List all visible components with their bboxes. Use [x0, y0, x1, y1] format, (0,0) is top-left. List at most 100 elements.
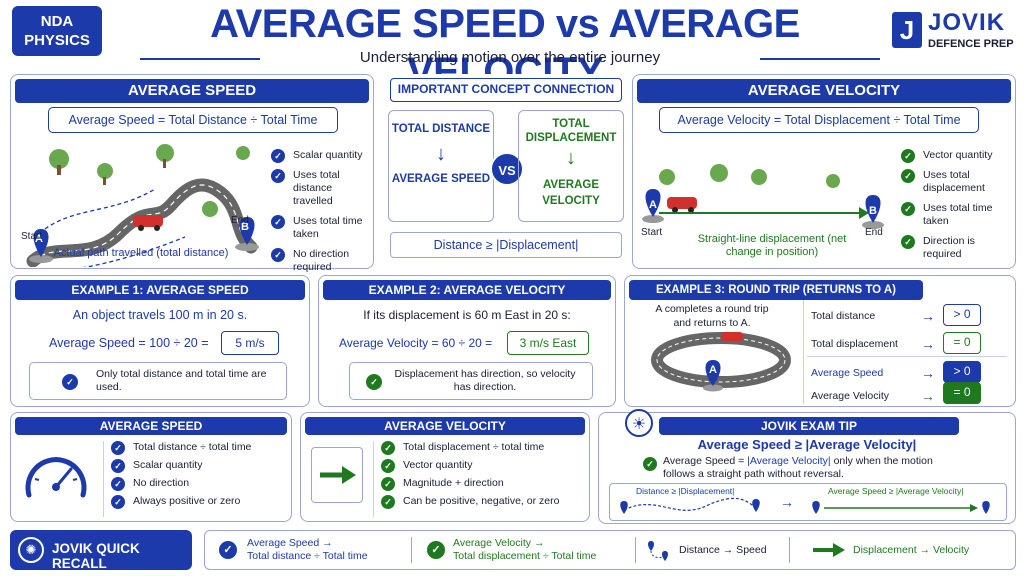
speed-path-caption: Actual path travelled (total distance) [53, 247, 229, 259]
list-item-text: Uses total distance travelled [293, 169, 340, 207]
check-icon: ✓ [381, 495, 395, 509]
list-item: ✓ Vector quantity [381, 459, 587, 473]
list-item-text: No direction required [293, 248, 350, 273]
red-car-icon [721, 332, 743, 341]
example-1-panel: EXAMPLE 1: AVERAGE SPEED An object trave… [10, 275, 310, 407]
list-item: ✓ Vector quantity [901, 149, 1011, 163]
speed-vs-velocity-label: Average Speed ≥ |Average Velocity| [828, 486, 964, 496]
list-item: ✓ Magnitude + direction [381, 477, 587, 491]
recall-item-4: Displacement → Velocity [853, 544, 970, 556]
pin-a-icon [645, 189, 661, 217]
concept-right-card: TOTAL DISPLACEMENT ↓ AVERAGE VELOCITY [518, 110, 624, 222]
quick-recall-strip: ✓ Average Speed → Total distance ÷ Total… [204, 530, 1016, 570]
list-item-text: Total displacement ÷ total time [403, 441, 545, 453]
straight-displacement-icon [812, 501, 990, 514]
list-item-text: Direction is required [923, 235, 975, 260]
average-speed-card-title: AVERAGE SPEED [15, 417, 287, 435]
concept-left-top: TOTAL DISTANCE [391, 123, 491, 135]
pin-a-icon [33, 229, 49, 257]
pin-icon [620, 501, 628, 514]
example-2-calc: Average Velocity = 60 ÷ 20 = [339, 336, 493, 350]
result-value: > 0 [943, 304, 981, 326]
result-label: Total distance [811, 310, 876, 322]
badge-line-2: PHYSICS [24, 32, 90, 49]
list-item-text: Uses total displacement [923, 169, 985, 194]
average-speed-formula: Average Speed = Total Distance ÷ Total T… [48, 107, 338, 133]
right-arrow-icon: → [780, 494, 794, 510]
list-item-text: Scalar quantity [293, 149, 363, 161]
result-label: Total displacement [811, 338, 898, 350]
check-icon: ✓ [271, 215, 285, 229]
list-item-text: Scalar quantity [133, 459, 203, 471]
right-arrow-icon [320, 466, 356, 484]
red-car-icon [133, 215, 163, 227]
exam-tip-title: JOVIK EXAM TIP [659, 417, 959, 435]
concept-left-bottom: AVERAGE SPEED [391, 173, 491, 185]
lightbulb-icon: ☀ [625, 409, 653, 437]
average-velocity-formula: Average Velocity = Total Displacement ÷ … [659, 107, 979, 133]
check-icon: ✓ [219, 541, 237, 559]
quick-recall-badge: ✺ JOVIK QUICK RECALL [10, 530, 192, 571]
example-2-title: EXAMPLE 2: AVERAGE VELOCITY [323, 280, 611, 300]
red-car-icon [667, 197, 697, 209]
average-velocity-card-title: AVERAGE VELOCITY [305, 417, 585, 435]
check-icon: ✓ [427, 541, 445, 559]
list-item: ✓ Uses total time taken [901, 202, 1011, 228]
result-label: Average Velocity [811, 390, 890, 402]
exam-tip-condition: Average Speed = |Average Velocity| only … [663, 455, 963, 481]
route-pins-icon [648, 541, 668, 561]
example-1-statement: An object travels 100 m in 20 s. [72, 308, 248, 322]
pin-a-icon [705, 360, 721, 386]
check-icon: ✓ [111, 441, 125, 455]
speedometer-icon [25, 457, 87, 498]
result-value: = 0 [943, 382, 981, 404]
check-icon: ✓ [901, 149, 915, 163]
winding-road-illustration [26, 144, 259, 267]
brain-icon: ✺ [18, 537, 44, 563]
list-item: ✓ Total distance ÷ total time [111, 441, 289, 455]
check-icon: ✓ [62, 374, 78, 390]
average-velocity-panel: AVERAGE VELOCITY Average Velocity = Tota… [632, 74, 1016, 269]
divider [789, 537, 790, 563]
recall-item-1-detail: Total distance ÷ Total time [247, 550, 368, 562]
tree-icon [751, 169, 767, 185]
pin-b-icon [239, 217, 255, 245]
average-speed-summary-card: AVERAGE SPEED ✓ Total distance ÷ total ti… [10, 412, 292, 522]
condition-prefix: Average Speed = [663, 455, 748, 467]
check-icon: ✓ [901, 235, 915, 249]
recall-item-3: Distance → Speed [679, 544, 767, 556]
average-speed-panel-title: AVERAGE SPEED [15, 79, 369, 103]
average-velocity-summary-card: AVERAGE VELOCITY ✓ Total displacement ÷ t… [300, 412, 590, 522]
list-item-text: Can be positive, negative, or zero [403, 495, 560, 507]
average-speed-panel: AVERAGE SPEED Average Speed = Total Dist… [10, 74, 374, 273]
velocity-summary-list: ✓ Total displacement ÷ total time ✓ Vector… [381, 441, 587, 513]
list-item: ✓ Can be positive, negative, or zero [381, 495, 587, 509]
result-row: Total displacement → = 0 [811, 332, 1011, 354]
example-2-note: Displacement has direction, so velocity … [394, 368, 576, 393]
example-2-statement: If its displacement is 60 m East in 20 s… [363, 308, 571, 322]
concept-right-bottom: AVERAGE VELOCITY [542, 179, 600, 207]
pin-b-icon [865, 195, 881, 223]
divider [807, 356, 1007, 357]
brand-letter-icon: J [892, 12, 922, 48]
list-item: ✓ Scalar quantity [271, 149, 371, 163]
pin-a-label: A [709, 364, 717, 376]
page-subtitle: Understanding motion over the entire jou… [359, 49, 661, 66]
recall-item-2-title: Average Velocity → [453, 537, 545, 549]
example-3-panel: EXAMPLE 3: ROUND TRIP (RETURNS TO A) A c… [624, 275, 1016, 407]
right-arrow-icon: → [921, 365, 935, 381]
recall-item-1: Average Speed → Total distance ÷ Total t… [247, 537, 368, 563]
divider [103, 441, 104, 517]
brand-sub: DEFENCE PREP [928, 38, 1014, 50]
check-icon: ✓ [381, 477, 395, 491]
title-rule-left [140, 58, 260, 60]
distance-displacement-relation: Distance ≥ |Displacement| [390, 232, 622, 258]
example-3-title: EXAMPLE 3: ROUND TRIP (RETURNS TO A) [629, 280, 923, 300]
check-icon: ✓ [271, 149, 285, 163]
list-item: ✓ Uses total time taken [271, 215, 371, 241]
pin-icon [752, 499, 760, 512]
divider [411, 537, 412, 563]
list-item-text: Uses total time taken [293, 215, 363, 240]
check-icon: ✓ [901, 169, 915, 183]
concept-right-top: TOTAL DISPLACEMENT [525, 118, 617, 144]
